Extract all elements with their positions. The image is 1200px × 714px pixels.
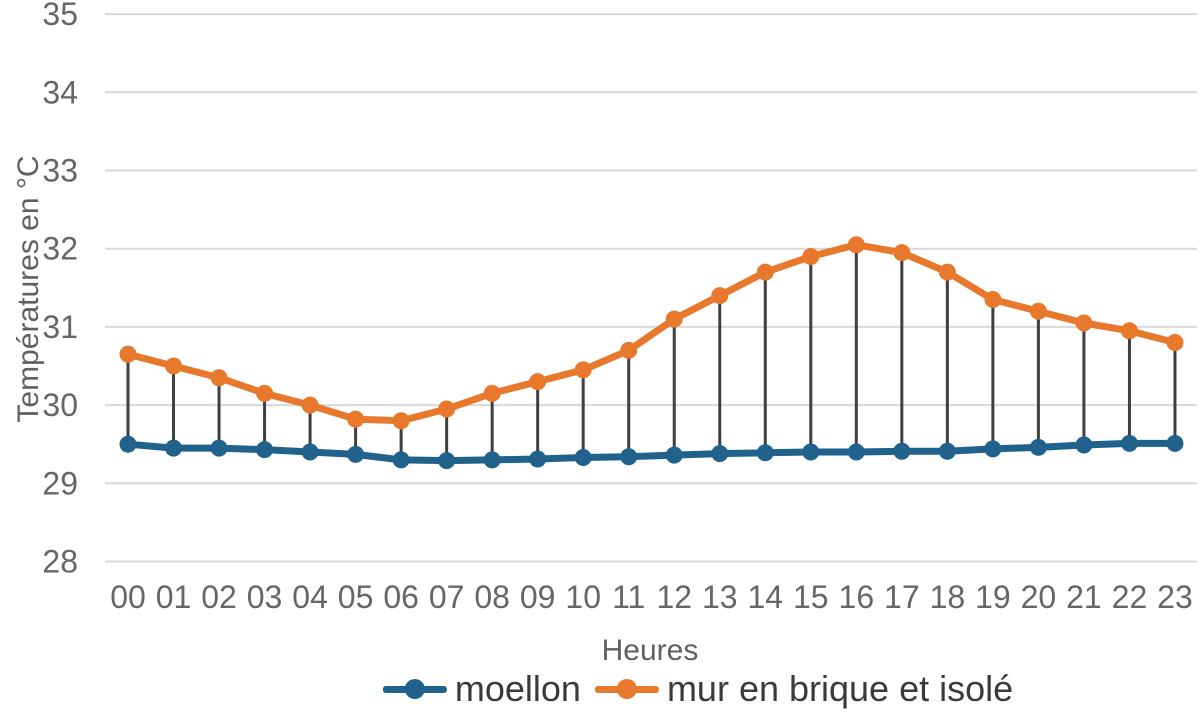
data-point-mur-en-brique-et-isole-03 <box>256 384 274 402</box>
data-point-moellon-02 <box>210 439 228 457</box>
data-point-moellon-18 <box>938 442 956 460</box>
x-tick-label: 03 <box>247 579 283 615</box>
x-tick-label: 00 <box>110 579 146 615</box>
data-point-mur-en-brique-et-isole-02 <box>210 369 228 387</box>
mur-en-brique-marker-sample <box>616 679 637 699</box>
x-tick-label: 18 <box>930 579 966 615</box>
x-tick-label: 01 <box>156 579 192 615</box>
legend: moellon mur en brique et isolé <box>382 668 1014 710</box>
x-tick-label: 11 <box>612 579 645 615</box>
x-tick-label: 06 <box>383 579 419 615</box>
x-tick-label: 13 <box>702 579 738 615</box>
data-point-mur-en-brique-et-isole-01 <box>165 357 183 375</box>
x-tick-label: 22 <box>1112 579 1148 615</box>
moellon-marker-sample <box>404 679 425 699</box>
data-point-moellon-22 <box>1120 434 1138 452</box>
data-point-moellon-07 <box>438 452 456 470</box>
data-point-moellon-13 <box>711 445 729 463</box>
data-point-mur-en-brique-et-isole-13 <box>711 287 729 305</box>
data-point-mur-en-brique-et-isole-05 <box>347 410 365 428</box>
x-axis-title: Heures <box>601 634 699 667</box>
data-point-mur-en-brique-et-isole-20 <box>1029 302 1047 320</box>
x-tick-label: 08 <box>474 579 510 615</box>
moellon-legend-swatch <box>382 677 447 701</box>
data-point-moellon-19 <box>984 440 1002 458</box>
x-tick-label: 15 <box>793 579 829 615</box>
data-point-moellon-23 <box>1166 434 1184 452</box>
data-point-mur-en-brique-et-isole-00 <box>119 345 137 363</box>
data-point-moellon-05 <box>347 445 365 463</box>
x-tick-label: 17 <box>884 579 920 615</box>
data-point-moellon-00 <box>119 435 137 453</box>
data-point-moellon-03 <box>256 441 274 459</box>
data-point-moellon-15 <box>802 443 820 461</box>
data-point-mur-en-brique-et-isole-15 <box>802 248 820 266</box>
data-point-mur-en-brique-et-isole-19 <box>984 291 1002 309</box>
data-point-moellon-17 <box>893 442 911 460</box>
series-line-mur-en-brique-et-isole <box>124 241 1179 425</box>
x-tick-label: 07 <box>429 579 465 615</box>
data-point-mur-en-brique-et-isole-18 <box>938 263 956 281</box>
y-tick-label: 33 <box>42 153 78 189</box>
data-point-moellon-11 <box>620 448 638 466</box>
data-point-mur-en-brique-et-isole-17 <box>893 244 911 262</box>
y-tick-label: 28 <box>42 544 78 580</box>
x-tick-label: 19 <box>975 579 1011 615</box>
legend-label-mur-en-brique-et-isole: mur en brique et isolé <box>666 668 1014 709</box>
data-point-mur-en-brique-et-isole-08 <box>483 384 501 402</box>
x-tick-label: 12 <box>656 579 692 615</box>
y-axis-title: Températures en °C <box>12 155 45 423</box>
data-point-mur-en-brique-et-isole-11 <box>620 341 638 359</box>
data-point-mur-en-brique-et-isole-04 <box>301 396 319 414</box>
x-tick-label: 20 <box>1021 579 1057 615</box>
x-tick-label: 14 <box>747 579 783 615</box>
x-tick-label: 04 <box>292 579 328 615</box>
data-point-moellon-09 <box>529 450 547 468</box>
legend-item-mur-en-brique-et-isole: mur en brique et isolé <box>594 668 1014 710</box>
data-point-mur-en-brique-et-isole-06 <box>392 412 410 430</box>
data-point-mur-en-brique-et-isole-21 <box>1075 314 1093 332</box>
data-point-moellon-04 <box>301 443 319 461</box>
x-tick-label: 02 <box>201 579 237 615</box>
x-tick-label: 10 <box>565 579 601 615</box>
y-tick-label: 35 <box>42 0 78 32</box>
data-point-moellon-14 <box>756 444 774 462</box>
mur-en-brique-legend-swatch <box>594 677 659 701</box>
data-point-moellon-10 <box>574 448 592 466</box>
x-tick-label: 09 <box>520 579 556 615</box>
data-point-moellon-16 <box>847 443 865 461</box>
y-tick-label: 29 <box>42 465 78 501</box>
data-point-mur-en-brique-et-isole-10 <box>574 361 592 379</box>
data-point-moellon-08 <box>483 451 501 469</box>
y-tick-label: 30 <box>42 387 78 423</box>
series-line-moellon <box>124 439 1179 465</box>
data-point-mur-en-brique-et-isole-12 <box>665 310 683 328</box>
legend-item-moellon: moellon <box>382 668 581 710</box>
legend-label-moellon: moellon <box>454 668 581 709</box>
data-point-moellon-12 <box>665 446 683 464</box>
x-tick-label: 21 <box>1066 579 1102 615</box>
data-point-mur-en-brique-et-isole-22 <box>1120 322 1138 340</box>
x-tick-label: 23 <box>1157 579 1193 615</box>
x-tick-label: 16 <box>839 579 875 615</box>
data-point-mur-en-brique-et-isole-09 <box>529 373 547 391</box>
data-point-moellon-21 <box>1075 436 1093 454</box>
y-tick-label: 34 <box>42 74 78 110</box>
data-point-moellon-20 <box>1029 438 1047 456</box>
data-point-mur-en-brique-et-isole-23 <box>1166 334 1184 352</box>
data-point-moellon-06 <box>392 451 410 469</box>
x-tick-label: 05 <box>338 579 374 615</box>
y-tick-label: 31 <box>42 309 78 345</box>
data-point-mur-en-brique-et-isole-16 <box>847 236 865 254</box>
y-tick-label: 32 <box>42 231 78 267</box>
data-point-moellon-01 <box>165 439 183 457</box>
data-point-mur-en-brique-et-isole-07 <box>438 400 456 418</box>
data-point-mur-en-brique-et-isole-14 <box>756 263 774 281</box>
